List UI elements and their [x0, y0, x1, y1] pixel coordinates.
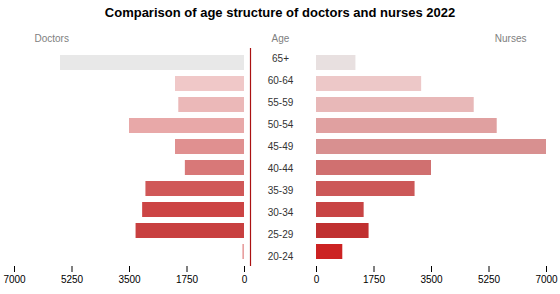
svg-text:45-49: 45-49: [268, 141, 294, 152]
svg-text:25-29: 25-29: [268, 229, 294, 240]
svg-text:60-64: 60-64: [268, 75, 294, 86]
svg-text:3500: 3500: [420, 274, 443, 285]
svg-text:Age: Age: [272, 33, 290, 44]
svg-text:20-24: 20-24: [268, 251, 294, 262]
svg-text:5250: 5250: [478, 274, 501, 285]
svg-text:1750: 1750: [363, 274, 386, 285]
svg-text:3500: 3500: [118, 274, 141, 285]
svg-text:7000: 7000: [3, 274, 26, 285]
svg-text:30-34: 30-34: [268, 207, 294, 218]
svg-text:65+: 65+: [272, 53, 289, 64]
svg-text:7000: 7000: [535, 274, 558, 285]
svg-text:55-59: 55-59: [268, 97, 294, 108]
svg-text:1750: 1750: [176, 274, 199, 285]
svg-text:Doctors: Doctors: [35, 33, 69, 44]
svg-text:5250: 5250: [61, 274, 84, 285]
svg-text:Nurses: Nurses: [495, 33, 527, 44]
svg-text:40-44: 40-44: [268, 163, 294, 174]
svg-text:35-39: 35-39: [268, 185, 294, 196]
html-text:Comparison of age structure of: Comparison of age structure of doctors a…: [104, 5, 456, 20]
svg-text:0: 0: [242, 274, 248, 285]
svg-text:0: 0: [314, 274, 320, 285]
svg-text:50-54: 50-54: [268, 119, 294, 130]
